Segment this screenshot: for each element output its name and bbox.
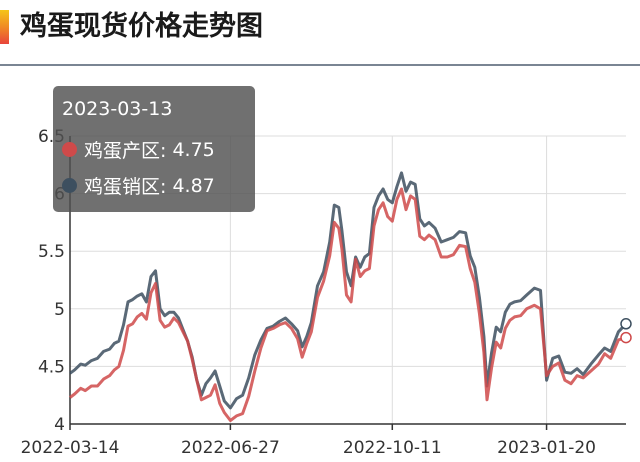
tooltip-date: 2023-03-13 [62, 98, 173, 120]
tooltip-series-value: 4.87 [172, 174, 215, 197]
chart-header: 鸡蛋现货价格走势图 [0, 0, 640, 66]
tooltip-series-name: 鸡蛋产区 [84, 136, 172, 163]
producer-series-marker [62, 142, 77, 157]
title-accent-bar [0, 10, 9, 44]
producer-series-line [69, 187, 627, 422]
y-tick-label: 4.5 [38, 357, 65, 377]
x-tick-label: 2022-06-27 [181, 438, 280, 458]
x-tick-label: 2023-01-20 [497, 438, 596, 458]
producer-hover-point [620, 331, 632, 344]
x-tick-label: 2022-10-11 [343, 438, 442, 458]
tooltip-series-value: 4.75 [172, 138, 215, 161]
header-divider [0, 64, 640, 66]
chart-tooltip: 2023-03-13 鸡蛋产区 4.75 鸡蛋销区 4.87 [53, 86, 255, 212]
tooltip-row-seller: 鸡蛋销区 4.87 [62, 172, 215, 199]
y-tick-label: 5 [54, 300, 65, 320]
page-title: 鸡蛋现货价格走势图 [20, 11, 263, 42]
tooltip-row-producer: 鸡蛋产区 4.75 [62, 136, 215, 163]
tooltip-series-name: 鸡蛋销区 [84, 172, 172, 199]
x-tick-label: 2022-03-14 [21, 438, 120, 458]
seller-series-marker [62, 178, 77, 193]
seller-hover-point [620, 318, 632, 330]
y-tick-label: 5.5 [38, 242, 65, 262]
y-tick-label: 4 [54, 415, 65, 435]
